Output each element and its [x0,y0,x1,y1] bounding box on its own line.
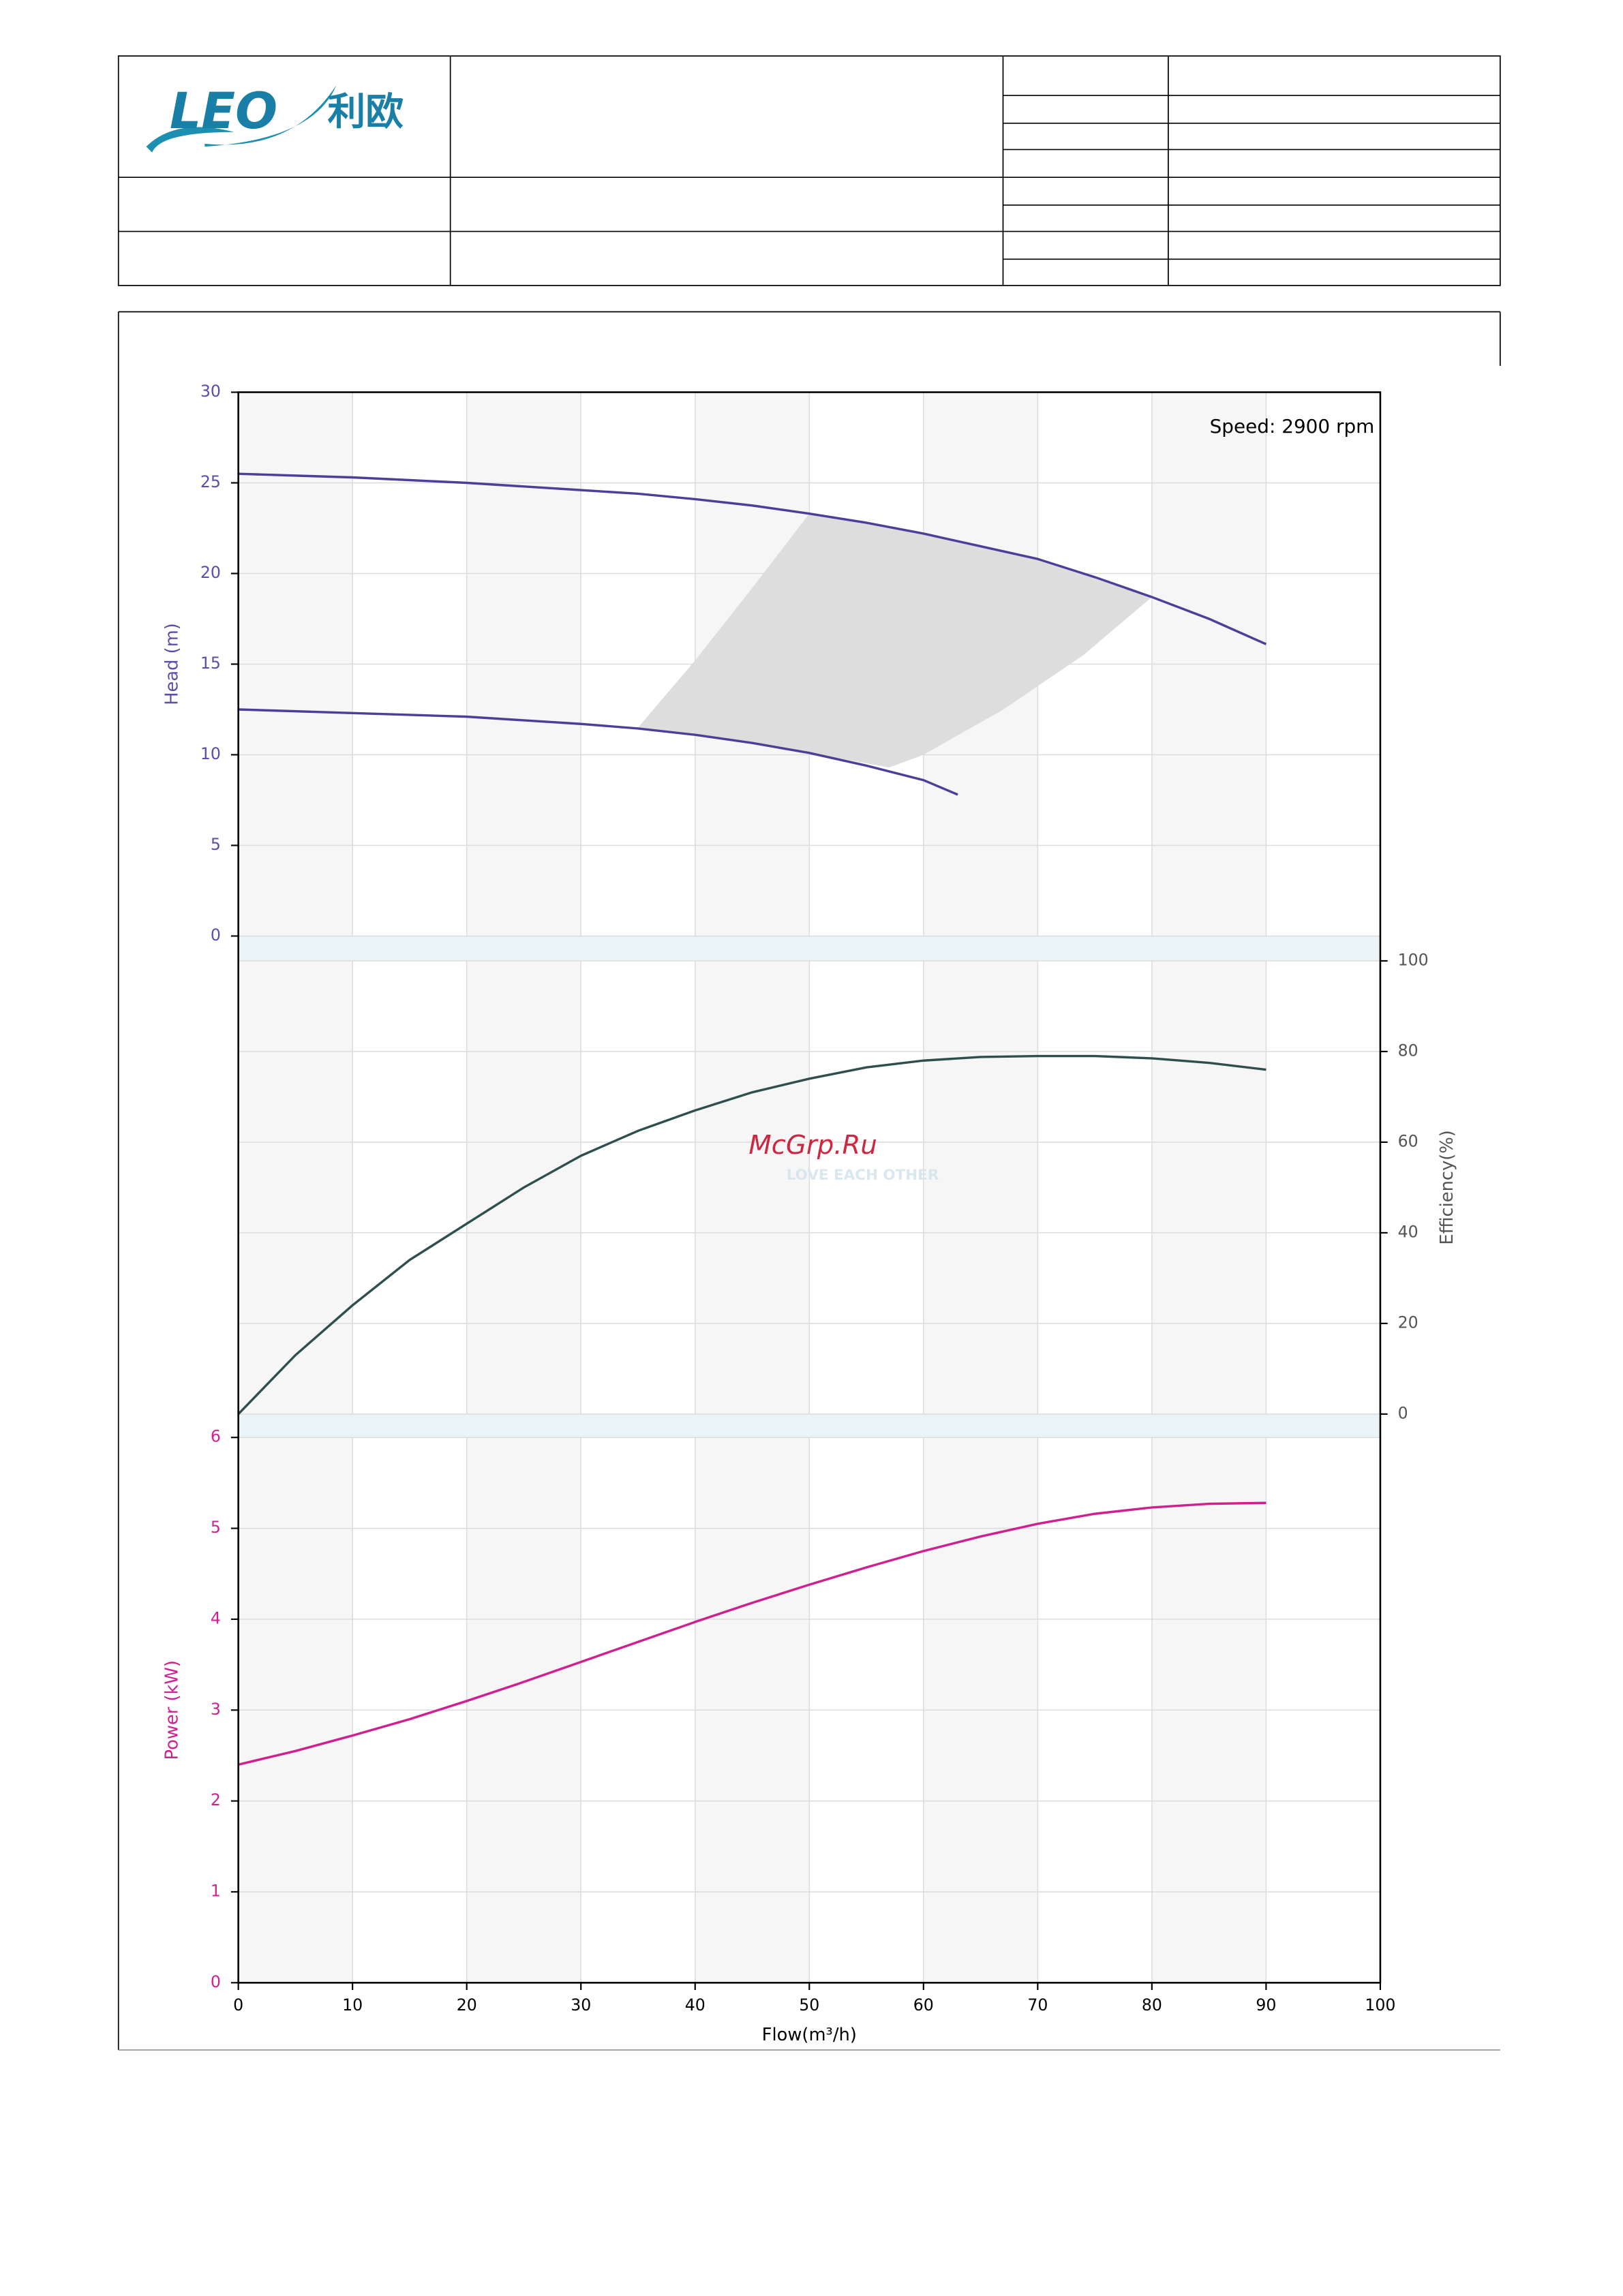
logo: LEO 利欧 [146,82,404,153]
y-tick-label: 100 [1398,950,1429,969]
y-tick-label: 4 [211,1608,221,1627]
header-table [117,55,1501,286]
x-tick-label: 20 [457,1995,477,2015]
x-tick-label: 0 [233,1995,243,2015]
plot-band [1151,960,1266,1414]
x-axis-label: Flow(m³/h) [762,2025,857,2045]
y-tick-label: 40 [1398,1222,1419,1241]
y-tick-label: 0 [211,1972,221,1991]
watermark: McGrp.Ru LOVE EACH OTHER [748,1130,939,1184]
x-tick-label: 70 [1027,1995,1048,2015]
x-tick-label: 30 [571,1995,591,2015]
logo-swoosh [204,85,337,147]
x-tick-label: 80 [1142,1995,1162,2015]
y-tick-label: 30 [200,382,221,401]
series-line [238,708,958,796]
x-tick-label: 40 [685,1995,706,2015]
y-tick-label: 6 [211,1427,221,1446]
panel-gap [238,1413,1380,1438]
y-axis-label: Head (m) [162,623,183,705]
watermark-sub: LOVE EACH OTHER [787,1167,939,1184]
y-tick-label: 80 [1398,1041,1419,1060]
panel-gap [238,936,1380,961]
y-axis-label: Efficiency(%) [1437,1130,1457,1244]
logo-swoosh [146,127,234,153]
plot-frame [237,391,1382,1984]
y-axis-label: Power (kW) [162,1660,183,1760]
series-line [237,1054,1266,1415]
y-tick-label: 10 [200,744,221,763]
y-tick-label: 0 [211,925,221,945]
plot-band [238,960,353,1414]
y-tick-label: 25 [200,472,221,491]
x-tick-label: 100 [1365,1995,1395,2015]
chart-box [117,311,1501,2051]
y-tick-label: 5 [211,835,221,854]
y-tick-label: 20 [200,563,221,582]
x-tick-label: 90 [1256,1995,1276,2015]
x-tick-label: 50 [799,1995,819,2015]
table-border [117,55,1501,286]
x-tick-label: 10 [342,1995,363,2015]
series-line [238,472,1267,645]
watermark-text: McGrp.Ru [748,1130,877,1161]
y-tick-label: 15 [200,654,221,673]
y-tick-label: 3 [211,1700,221,1719]
y-tick-label: 5 [211,1518,221,1537]
annotation: Speed: 2900 rpm [1210,415,1375,438]
y-tick-label: 1 [211,1881,221,1900]
y-tick-label: 2 [211,1790,221,1809]
logo-text: LEO [170,82,277,140]
x-tick-label: 60 [913,1995,934,2015]
plot-band [695,960,810,1414]
y-tick-label: 0 [1398,1403,1408,1422]
logo-cn: 利欧 [327,90,404,134]
y-tick-label: 20 [1398,1313,1419,1332]
series-line [238,1501,1266,1766]
operating-range [637,513,1152,768]
y-tick-label: 60 [1398,1131,1419,1150]
plot-band [923,960,1038,1414]
